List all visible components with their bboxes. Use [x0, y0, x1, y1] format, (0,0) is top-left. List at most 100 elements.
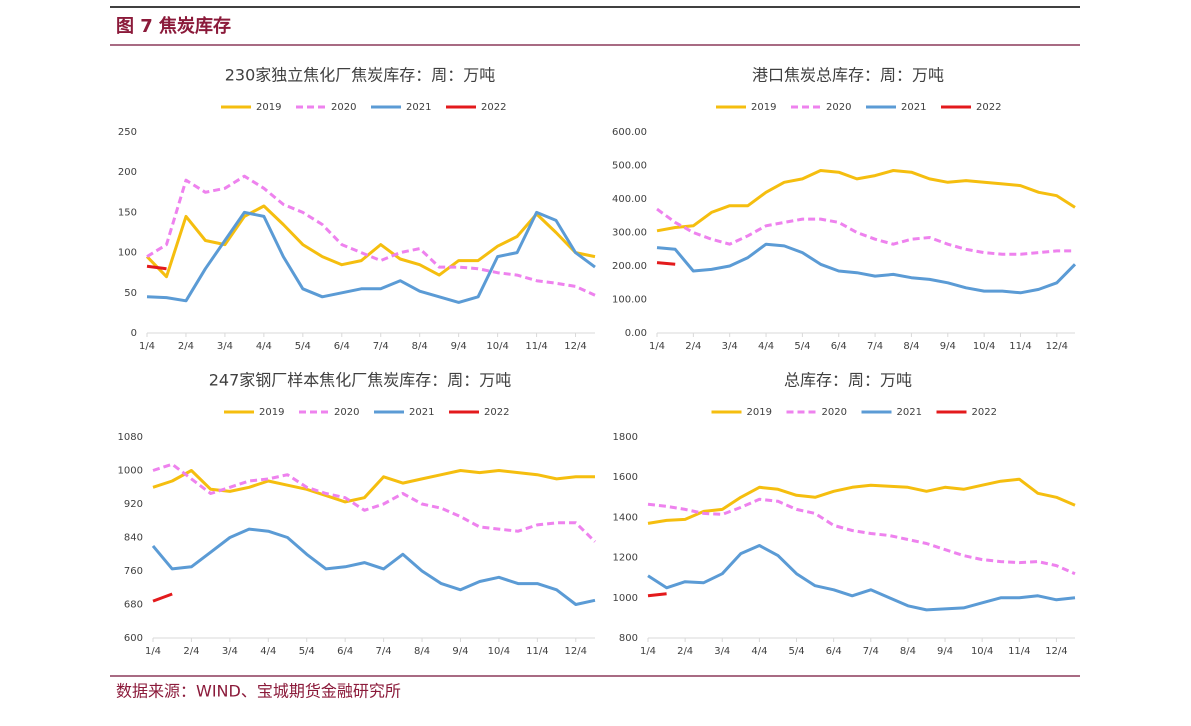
x-tick-label: 6/4: [337, 646, 353, 657]
y-tick-label: 1600: [613, 472, 638, 483]
y-tick-label: 1080: [118, 432, 143, 443]
x-tick-label: 5/4: [794, 341, 810, 352]
legend-label: 2022: [481, 102, 506, 113]
legend-label: 2022: [484, 407, 509, 418]
x-tick-label: 3/4: [217, 341, 233, 352]
x-tick-label: 5/4: [299, 646, 315, 657]
x-tick-label: 12/4: [564, 341, 586, 352]
series-line: [146, 210, 596, 304]
y-tick-label: 600: [124, 633, 143, 644]
y-tick-label: 200: [118, 167, 137, 178]
x-tick-label: 11/4: [1009, 341, 1031, 352]
series-line: [656, 169, 1076, 233]
legend-label: 2019: [747, 407, 772, 418]
x-tick-label: 2/4: [677, 646, 693, 657]
x-tick-label: 12/4: [565, 646, 587, 657]
x-tick-label: 11/4: [1008, 646, 1030, 657]
legend-label: 2020: [822, 407, 847, 418]
x-tick-label: 4/4: [256, 341, 272, 352]
y-tick-label: 250: [118, 127, 137, 138]
chart-title: 港口焦炭总库存：周：万吨: [752, 66, 944, 85]
x-tick-label: 3/4: [222, 646, 238, 657]
x-tick-label: 1/4: [649, 341, 665, 352]
x-tick-label: 3/4: [722, 341, 738, 352]
x-tick-label: 7/4: [373, 341, 389, 352]
series-line: [151, 527, 596, 606]
y-tick-label: 300.00: [612, 228, 647, 239]
legend-label: 2020: [826, 102, 851, 113]
series-line: [647, 544, 1076, 612]
y-tick-label: 100: [118, 248, 137, 259]
x-tick-label: 1/4: [640, 646, 656, 657]
y-tick-label: 800: [619, 633, 638, 644]
x-tick-label: 10/4: [973, 341, 995, 352]
x-tick-label: 7/4: [863, 646, 879, 657]
series-line: [647, 592, 667, 598]
y-tick-label: 1000: [613, 593, 638, 604]
chart-title: 247家钢厂样本焦化厂焦炭库存：周：万吨: [209, 371, 512, 390]
x-tick-label: 9/4: [937, 646, 953, 657]
y-tick-label: 200.00: [612, 261, 647, 272]
y-tick-label: 760: [124, 566, 143, 577]
x-tick-label: 2/4: [178, 341, 194, 352]
legend-label: 2021: [901, 102, 926, 113]
x-tick-label: 12/4: [1046, 341, 1068, 352]
series-line: [145, 204, 596, 279]
y-tick-label: 50: [124, 288, 137, 299]
y-tick-label: 400.00: [612, 194, 647, 205]
legend-label: 2019: [751, 102, 776, 113]
x-tick-label: 12/4: [1045, 646, 1067, 657]
series-line: [647, 477, 1076, 525]
x-tick-label: 9/4: [452, 646, 468, 657]
x-tick-label: 9/4: [940, 341, 956, 352]
x-tick-label: 2/4: [183, 646, 199, 657]
x-tick-label: 4/4: [758, 341, 774, 352]
legend-label: 2020: [334, 407, 359, 418]
legend-label: 2019: [256, 102, 281, 113]
x-tick-label: 1/4: [145, 646, 161, 657]
x-tick-label: 8/4: [900, 646, 916, 657]
y-tick-label: 600.00: [612, 127, 647, 138]
series-line: [647, 497, 1076, 576]
y-tick-label: 1800: [613, 432, 638, 443]
x-tick-label: 6/4: [826, 646, 842, 657]
y-tick-label: 500.00: [612, 161, 647, 172]
legend-label: 2021: [897, 407, 922, 418]
x-tick-label: 3/4: [714, 646, 730, 657]
x-tick-label: 1/4: [139, 341, 155, 352]
x-tick-label: 6/4: [334, 341, 350, 352]
x-tick-label: 7/4: [867, 341, 883, 352]
series-line: [152, 592, 173, 603]
legend-label: 2020: [331, 102, 356, 113]
series-line: [146, 264, 167, 271]
legend-label: 2021: [406, 102, 431, 113]
series-line: [656, 242, 1077, 295]
y-tick-label: 0.00: [625, 328, 647, 339]
chart-title: 总库存：周：万吨: [784, 371, 912, 390]
x-tick-label: 8/4: [412, 341, 428, 352]
legend-label: 2019: [259, 407, 284, 418]
y-tick-label: 1200: [613, 553, 638, 564]
x-tick-label: 10/4: [971, 646, 993, 657]
y-tick-label: 920: [124, 499, 143, 510]
x-tick-label: 7/4: [376, 646, 392, 657]
x-tick-label: 2/4: [685, 341, 701, 352]
y-tick-label: 1000: [118, 466, 143, 477]
x-tick-label: 4/4: [751, 646, 767, 657]
legend-label: 2022: [976, 102, 1001, 113]
y-tick-label: 100.00: [612, 295, 647, 306]
x-tick-label: 11/4: [526, 646, 548, 657]
x-tick-label: 10/4: [486, 341, 508, 352]
y-tick-label: 680: [124, 600, 143, 611]
x-tick-label: 8/4: [903, 341, 919, 352]
series-line: [152, 462, 597, 543]
x-tick-label: 9/4: [451, 341, 467, 352]
legend-label: 2022: [972, 407, 997, 418]
x-tick-label: 6/4: [831, 341, 847, 352]
y-tick-label: 1400: [613, 512, 638, 523]
legend-label: 2021: [409, 407, 434, 418]
series-line: [656, 207, 1075, 256]
series-line: [152, 469, 595, 504]
x-tick-label: 4/4: [260, 646, 276, 657]
chart-title: 230家独立焦化厂焦炭库存：周：万吨: [225, 66, 496, 85]
